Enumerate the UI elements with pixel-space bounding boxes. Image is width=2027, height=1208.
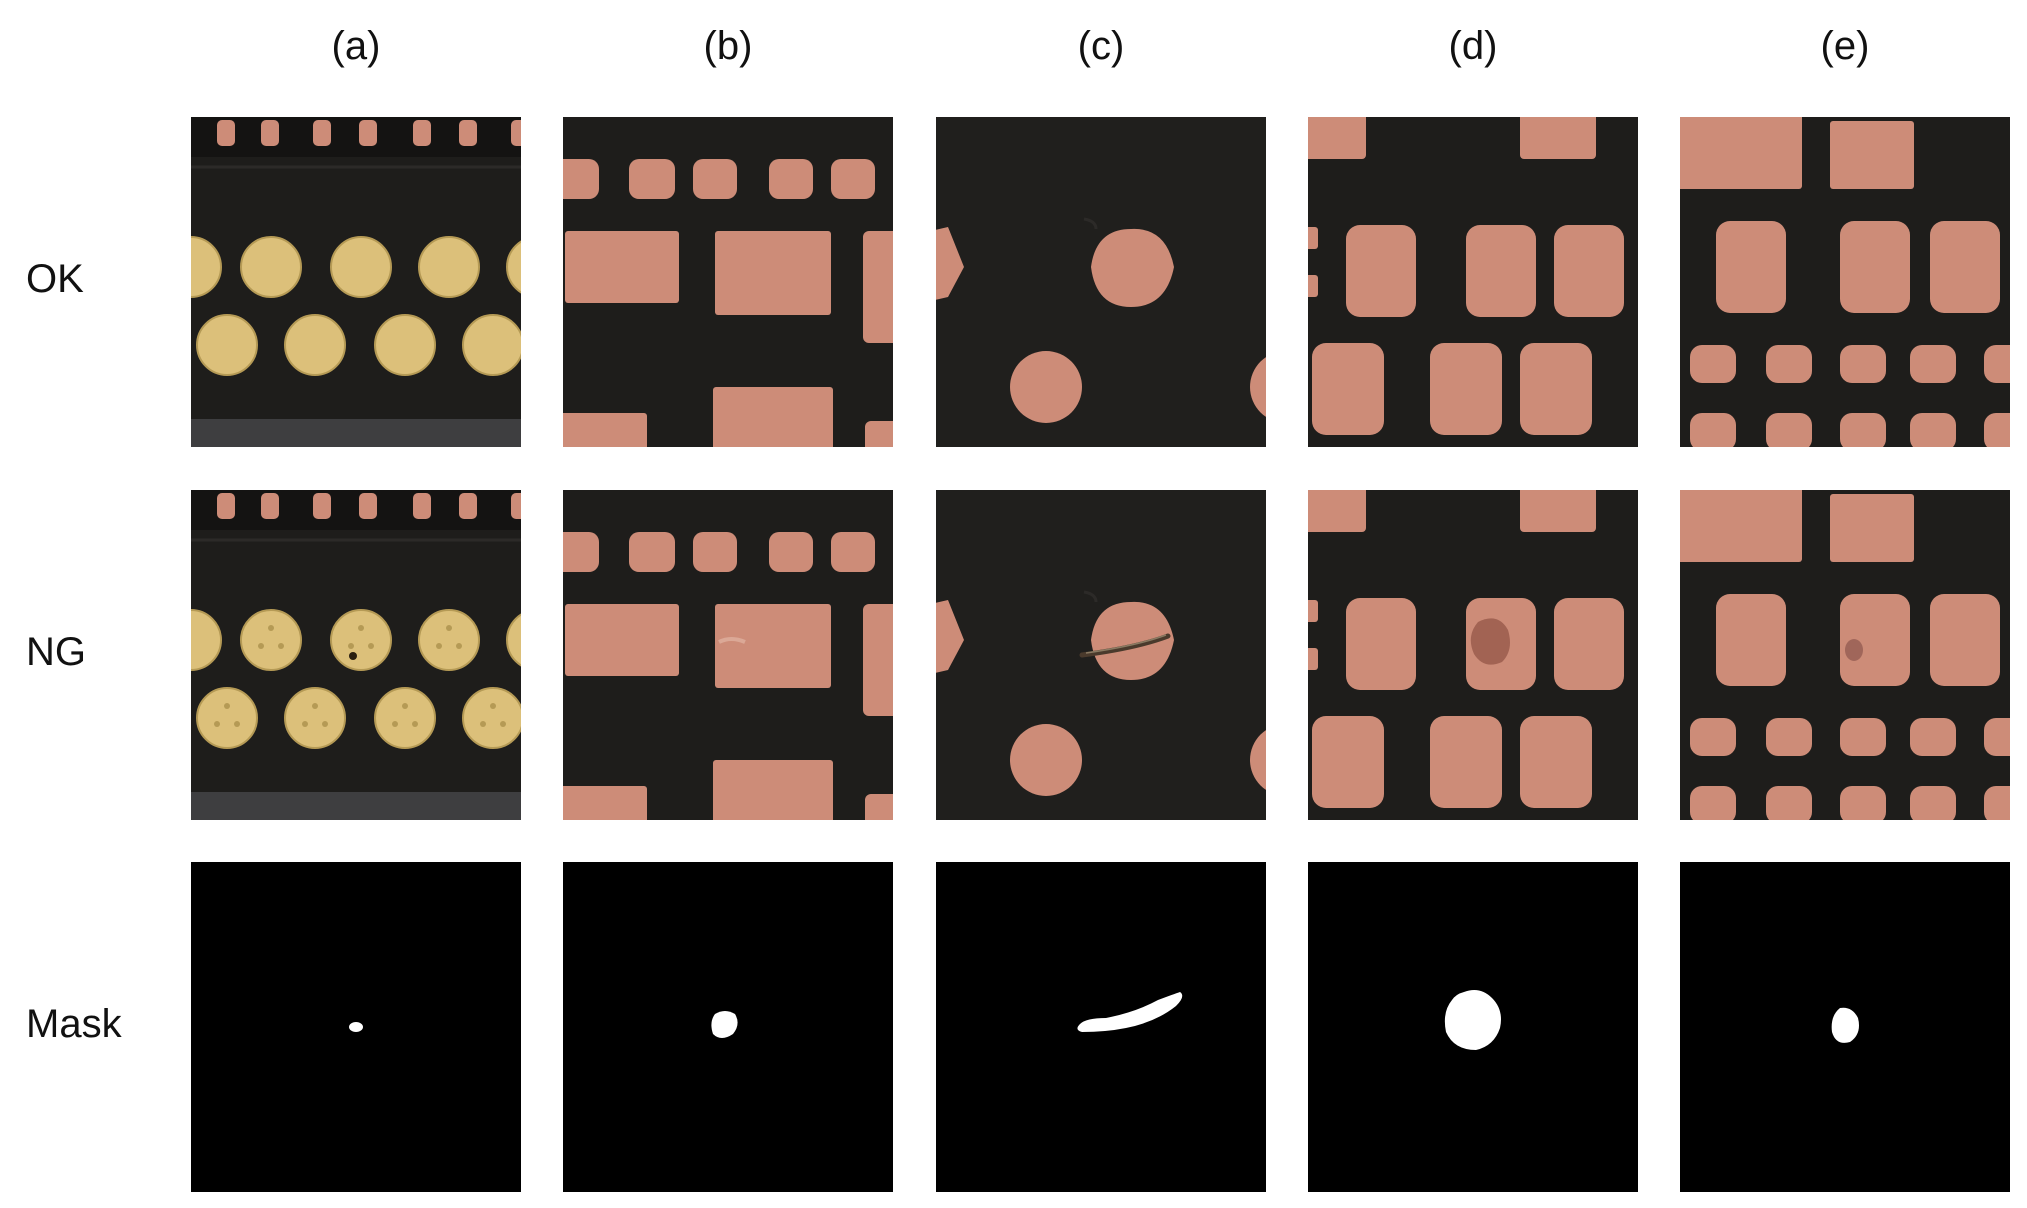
image-ng-c — [936, 490, 1266, 820]
column-label-d: (d) — [1448, 24, 1498, 68]
column-label-b: (b) — [703, 24, 753, 68]
mask-c — [936, 862, 1266, 1192]
mask-d — [1308, 862, 1638, 1192]
image-ng-e — [1680, 490, 2010, 820]
image-ng-a — [191, 490, 521, 820]
row-label-ok: OK — [26, 257, 84, 301]
image-ng-b — [563, 490, 893, 820]
column-label-a: (a) — [331, 24, 381, 68]
mask-b — [563, 862, 893, 1192]
image-ng-d — [1308, 490, 1638, 820]
image-ok-e — [1680, 117, 2010, 447]
image-ok-a — [191, 117, 521, 447]
column-label-e: (e) — [1820, 24, 1870, 68]
image-ok-b — [563, 117, 893, 447]
mask-a — [191, 862, 521, 1192]
column-label-c: (c) — [1077, 24, 1125, 68]
image-ok-d — [1308, 117, 1638, 447]
image-ok-c — [936, 117, 1266, 447]
mask-e — [1680, 862, 2010, 1192]
row-label-ng: NG — [26, 630, 86, 674]
row-label-mask: Mask — [26, 1002, 122, 1046]
